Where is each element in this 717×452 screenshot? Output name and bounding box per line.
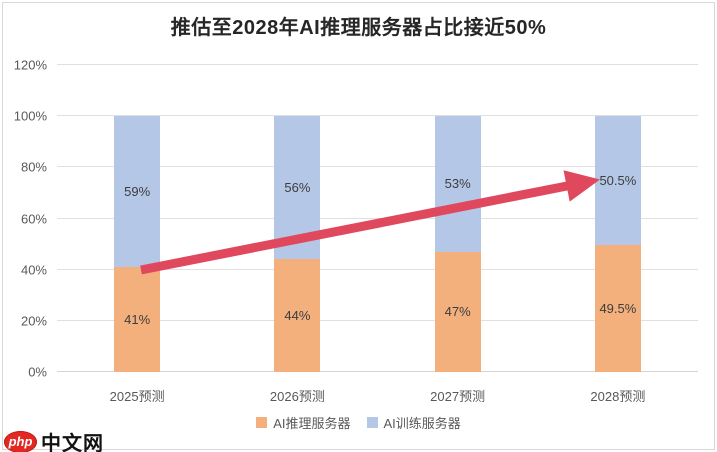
data-label: 49.5% — [599, 301, 637, 317]
legend-item-training: AI训练服务器 — [366, 413, 461, 432]
x-tick-label: 2027预测 — [430, 389, 486, 404]
y-tick-label: 40% — [20, 262, 47, 278]
plot-area: 0% 20% 40% 60% 80% 100% 120% 41% 59% 2025预测 44% 56%… — [14, 58, 698, 404]
x-tick-label: 2026预测 — [269, 389, 325, 404]
legend-label-inference: AI推理服务器 — [273, 416, 351, 431]
bar-segment-AI训练服务器-2026预测: 56% — [274, 116, 321, 260]
legend-swatch-training — [366, 417, 378, 428]
bar-segment-AI训练服务器-2025预测: 59% — [114, 116, 161, 268]
y-tick-label: 20% — [20, 313, 47, 329]
legend-item-inference: AI推理服务器 — [256, 413, 351, 432]
php-logo-text: 中文网 — [41, 433, 104, 452]
legend: AI推理服务器 AI训练服务器 — [0, 413, 717, 432]
bar-segment-AI推理服务器-2028预测: 49.5% — [594, 245, 641, 372]
chart-title: 推估至2028年AI推理服务器占比接近50% — [170, 17, 547, 39]
legend-label-training: AI训练服务器 — [383, 416, 461, 431]
x-tick-label: 2028预测 — [590, 389, 646, 404]
gridline-100% — [57, 115, 698, 117]
bar-segment-AI推理服务器-2026预测: 44% — [274, 259, 321, 372]
data-label: 50.5% — [599, 173, 637, 189]
data-label: 53% — [444, 176, 471, 192]
y-tick-label: 120% — [13, 57, 47, 73]
data-label: 59% — [124, 184, 151, 200]
legend-swatch-inference — [256, 417, 268, 428]
y-tick-label: 60% — [20, 211, 47, 226]
php-cn-watermark: php 中文网 — [4, 427, 104, 452]
gridline-20% — [57, 319, 698, 321]
bar-segment-AI训练服务器-2028预测: 50.5% — [594, 116, 641, 246]
gridline-0% — [57, 371, 698, 372]
data-label: 44% — [284, 308, 311, 324]
data-label: 56% — [284, 180, 311, 196]
bar-segment-AI推理服务器-2025预测: 41% — [114, 267, 161, 372]
x-tick-label: 2025预测 — [109, 389, 165, 404]
bar-segment-AI推理服务器-2027预测: 47% — [434, 251, 481, 372]
data-label: 41% — [124, 312, 151, 328]
bar-segment-AI训练服务器-2027预测: 53% — [434, 116, 481, 252]
data-label: 47% — [444, 304, 471, 320]
y-tick-label: 100% — [13, 108, 47, 124]
y-tick-label: 80% — [20, 159, 47, 175]
php-logo-badge: php — [4, 430, 37, 452]
gridline-80% — [57, 166, 698, 168]
gridline-120% — [57, 64, 698, 65]
y-tick-label: 0% — [28, 364, 47, 380]
